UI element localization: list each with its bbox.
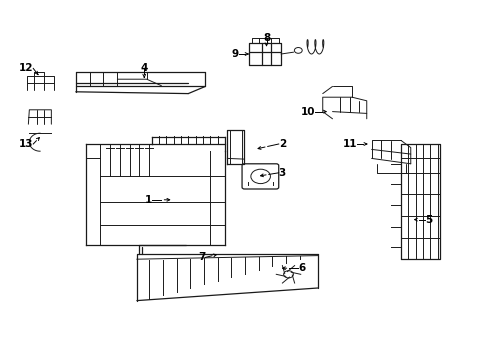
Text: 6: 6	[298, 263, 305, 273]
Text: 12: 12	[19, 63, 33, 73]
Text: 5: 5	[425, 215, 432, 225]
Text: 1: 1	[144, 195, 151, 205]
Text: 8: 8	[263, 33, 269, 43]
Text: 11: 11	[342, 139, 356, 149]
Text: 9: 9	[231, 49, 238, 59]
Text: 7: 7	[198, 252, 205, 262]
Text: 13: 13	[19, 139, 33, 149]
Text: 4: 4	[140, 63, 148, 73]
Text: 2: 2	[278, 139, 285, 149]
Text: 3: 3	[278, 168, 285, 178]
Text: 10: 10	[300, 107, 315, 117]
